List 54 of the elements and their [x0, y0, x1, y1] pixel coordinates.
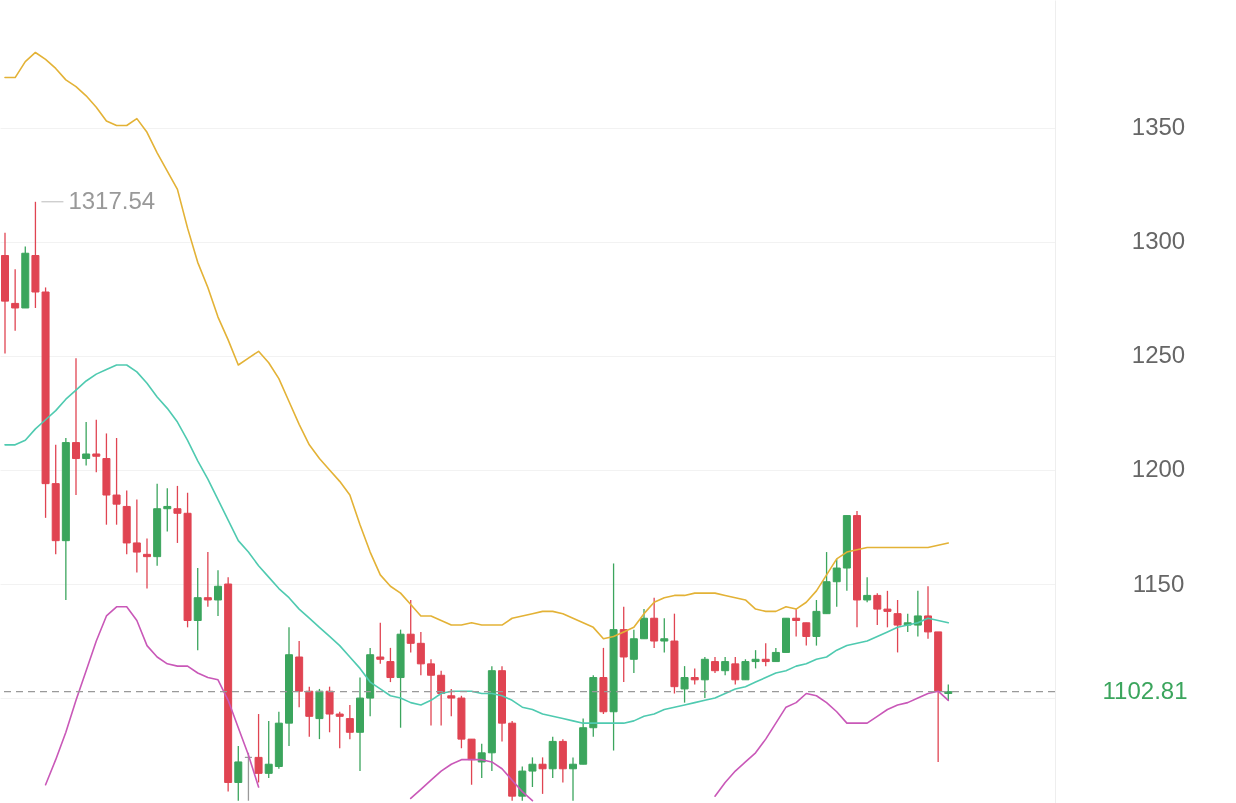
candlestick — [650, 597, 659, 649]
candlestick — [163, 487, 172, 533]
y-tick-label: 1300 — [1131, 227, 1186, 255]
candlestick — [721, 656, 730, 676]
y-tick-label: 1350 — [1131, 113, 1186, 141]
candlestick — [761, 642, 770, 667]
candlestick — [193, 567, 202, 651]
candlestick — [883, 590, 892, 628]
candlestick — [264, 720, 273, 779]
candlestick — [427, 658, 435, 727]
candlestick — [792, 608, 801, 638]
line-series — [4, 364, 950, 724]
candlestick — [376, 622, 385, 665]
candlestick — [528, 756, 537, 788]
candlestick — [629, 628, 638, 674]
candlestick — [132, 498, 141, 574]
candlestick — [569, 756, 577, 802]
candlestick — [731, 656, 740, 686]
candlestick — [477, 743, 486, 779]
candlestick — [680, 665, 689, 704]
candlestick — [660, 617, 669, 654]
candlestick — [913, 590, 922, 638]
candlestick — [234, 745, 243, 802]
candlestick — [538, 756, 547, 795]
candlestick — [203, 551, 212, 608]
candlestick — [893, 599, 902, 654]
line-series — [4, 51, 950, 640]
candlestick — [254, 713, 263, 784]
candlestick — [863, 576, 872, 603]
annotation: 1317.54 — [68, 186, 156, 214]
y-tick-label: 1250 — [1131, 341, 1186, 369]
y-tick-label: 1200 — [1131, 455, 1186, 483]
candlestick — [72, 357, 80, 496]
candlestick — [416, 631, 425, 676]
candlestick — [11, 268, 20, 332]
ref-line-label: 1102.81 — [1102, 676, 1188, 704]
candlestick — [143, 537, 151, 590]
candlestick — [700, 656, 709, 699]
candlestick — [924, 585, 933, 640]
candlestick — [873, 592, 882, 626]
candlestick — [386, 647, 395, 683]
candlestick — [437, 670, 446, 727]
candlestick — [345, 704, 354, 740]
candlestick — [92, 419, 101, 473]
candlestick — [802, 622, 811, 647]
candlestick — [640, 608, 649, 640]
candlestick — [832, 558, 841, 608]
candlestick — [335, 711, 344, 749]
candlestick — [82, 421, 91, 467]
candlestick — [214, 569, 222, 617]
y-tick-label: 1150 — [1132, 569, 1185, 597]
candlestick — [325, 686, 334, 733]
candlestick — [406, 599, 415, 654]
candlestick — [447, 688, 456, 717]
